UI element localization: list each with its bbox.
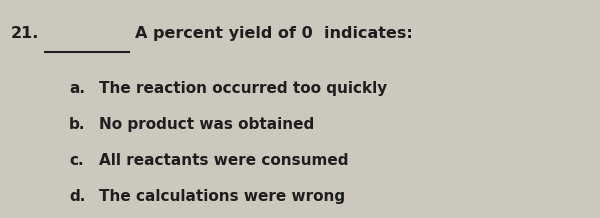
Text: A percent yield of 0  indicates:: A percent yield of 0 indicates: <box>135 26 413 41</box>
Text: a.: a. <box>69 81 85 96</box>
Text: d.: d. <box>69 189 85 204</box>
Text: 21.: 21. <box>11 26 39 41</box>
Text: All reactants were consumed: All reactants were consumed <box>99 153 349 168</box>
Text: No product was obtained: No product was obtained <box>99 117 314 132</box>
Text: The reaction occurred too quickly: The reaction occurred too quickly <box>99 81 387 96</box>
Text: The calculations were wrong: The calculations were wrong <box>99 189 345 204</box>
Text: c.: c. <box>69 153 83 168</box>
Text: b.: b. <box>69 117 86 132</box>
